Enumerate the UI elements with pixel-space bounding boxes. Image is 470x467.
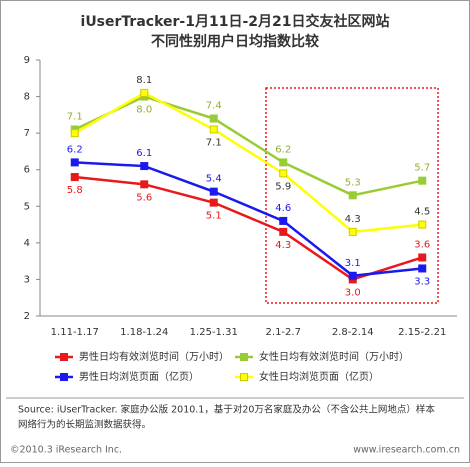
marker [140,88,149,97]
marker [279,169,288,178]
legend-marker [240,353,248,361]
data-label: 5.9 [275,181,291,192]
data-label: 4.3 [275,240,291,251]
data-label: 3.6 [414,239,430,250]
x-tick-label: 1.25-1.31 [190,327,238,338]
marker [348,191,357,200]
marker [418,176,427,185]
data-label: 4.3 [345,214,361,225]
y-tick-label: 9 [24,55,30,66]
marker [279,227,288,236]
legend-label: 男性日均浏览页面（亿页） [79,370,199,383]
marker [209,114,218,123]
data-label: 4.5 [414,207,430,218]
chart-title: iUserTracker-1月11日-2月21日交友社区网站 [81,13,390,30]
marker [348,227,357,236]
series-line [74,95,423,197]
series-line [74,161,423,278]
marker [418,264,427,273]
data-label: 6.2 [275,144,291,155]
x-tick-label: 2.1-2.7 [266,327,301,338]
data-label: 5.4 [206,174,222,185]
legend-label: 女性日均浏览页面（亿页） [259,370,379,383]
data-label: 3.0 [345,287,361,298]
chart-subtitle: 不同性别用户日均指数比较 [151,33,319,50]
data-label: 7.1 [206,137,222,148]
x-tick-label: 1.18-1.24 [120,327,168,338]
data-label: 6.1 [136,148,152,159]
legend-marker [240,373,248,381]
y-tick-label: 2 [24,311,30,322]
marker [70,158,79,167]
data-label: 7.1 [67,111,83,122]
data-label: 8.1 [136,75,152,86]
y-tick-label: 7 [24,128,30,139]
marker [418,220,427,229]
data-label: 5.3 [345,177,361,188]
data-label: 8.0 [136,105,152,116]
data-label: 5.7 [414,163,430,174]
marker [418,253,427,262]
data-label: 5.6 [136,192,152,203]
x-tick-label: 2.8-2.14 [332,327,374,338]
y-tick-label: 4 [24,238,30,249]
data-label: 6.2 [67,144,83,155]
y-tick-label: 5 [24,201,30,212]
marker [279,216,288,225]
series-line [74,91,423,234]
copyright: ©2010.3 iResearch Inc. [10,445,122,456]
source-note: 网络行为的长期监测数据获得。 [18,419,151,431]
marker [209,198,218,207]
source-note: Source: iUserTracker. 家庭办公版 2010.1，基于对20… [18,404,435,416]
website: www.iresearch.com.cn [353,445,460,456]
marker [140,162,149,171]
data-label: 3.3 [414,276,430,287]
data-label: 5.1 [206,211,222,222]
marker [70,173,79,182]
data-label: 5.8 [67,185,83,196]
marker [140,180,149,189]
legend-label: 女性日均有效浏览时间（万小时） [259,350,409,363]
y-tick-label: 6 [24,165,30,176]
marker [279,158,288,167]
x-tick-label: 2.15-2.21 [398,327,446,338]
legend-marker [60,373,68,381]
legend-marker [60,353,68,361]
highlight-box [265,87,439,304]
marker [70,129,79,138]
data-label: 4.6 [275,203,291,214]
y-tick-label: 8 [24,92,30,103]
data-label: 7.4 [206,101,222,112]
data-label: 3.1 [345,258,361,269]
marker [348,271,357,280]
y-tick-label: 3 [24,274,30,285]
legend-label: 男性日均有效浏览时间（万小时） [79,350,229,363]
x-tick-label: 1.11-1.17 [51,327,99,338]
marker [209,125,218,134]
marker [209,187,218,196]
